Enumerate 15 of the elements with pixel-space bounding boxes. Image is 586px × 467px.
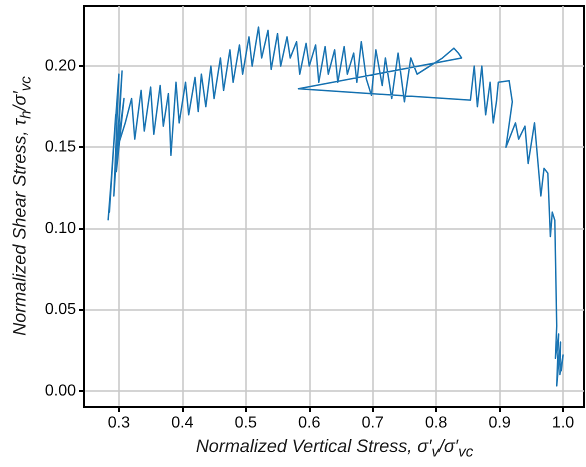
y-tick-label: 0.20 bbox=[44, 58, 76, 75]
y-tick-label: 0.15 bbox=[44, 138, 76, 156]
x-tick-label: 0.3 bbox=[108, 414, 130, 432]
x-tick-label: 0.8 bbox=[425, 414, 448, 432]
x-tick-label: 0.4 bbox=[171, 414, 194, 432]
line-series bbox=[107, 26, 564, 387]
y-tick-label: 0.05 bbox=[44, 301, 76, 318]
x-axis-title: Normalized Vertical Stress, σ′$_{v}$/σ′$_{vc}$ bbox=[194, 436, 474, 461]
y-tick-label: 0.00 bbox=[44, 382, 76, 400]
x-tick-label: 0.9 bbox=[488, 414, 511, 432]
x-tick-label: 1.0 bbox=[552, 414, 574, 432]
x-tick-label: 0.6 bbox=[298, 414, 320, 432]
x-tick-label: 0.5 bbox=[234, 414, 258, 432]
y-tick-label: 0.10 bbox=[44, 220, 76, 237]
x-tick-label: 0.7 bbox=[362, 414, 384, 432]
